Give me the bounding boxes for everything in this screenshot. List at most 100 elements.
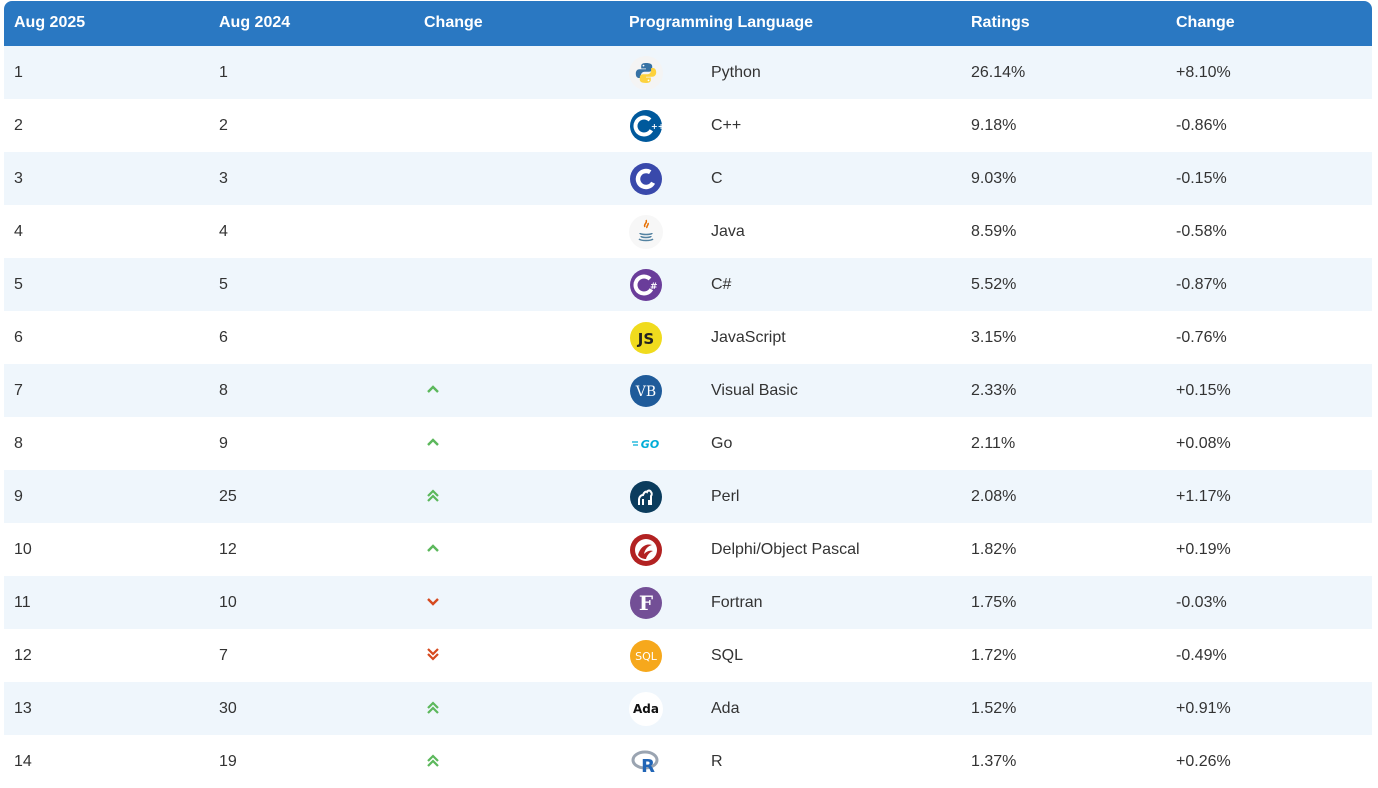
- table-row: 12 7 SQL SQL 1.72% -0.49%: [4, 629, 1372, 682]
- table-row: 10 12 Delphi/Object Pascal 1.82% +0.19%: [4, 523, 1372, 576]
- double-arrow-up-icon: [424, 486, 442, 504]
- table-row: 4 4 Java 8.59% -0.58%: [4, 205, 1372, 258]
- javascript-icon: JS: [629, 321, 663, 355]
- current-rank: 14: [14, 753, 32, 770]
- arrow-up-icon: [424, 539, 442, 557]
- rating-change: -0.76%: [1176, 329, 1227, 346]
- sql-icon: SQL: [629, 639, 663, 673]
- cpp-icon: ++: [629, 109, 664, 143]
- previous-rank: 8: [219, 382, 228, 399]
- language-name[interactable]: Delphi/Object Pascal: [711, 541, 860, 558]
- table-row: 14 19 R R 1.37% +0.26%: [4, 735, 1372, 788]
- header-rating-change[interactable]: Change: [1176, 14, 1235, 31]
- ada-icon: Ada: [629, 692, 663, 726]
- previous-rank: 3: [219, 170, 228, 187]
- header-rank-change[interactable]: Change: [424, 14, 483, 31]
- rating-value: 8.59%: [971, 223, 1017, 240]
- previous-rank: 30: [219, 700, 237, 717]
- rating-change: -0.86%: [1176, 117, 1227, 134]
- double-arrow-up-icon: [424, 751, 442, 769]
- header-previous-rank[interactable]: Aug 2024: [219, 14, 291, 31]
- table-row: 11 10 F Fortran 1.75% -0.03%: [4, 576, 1372, 629]
- rating-value: 9.18%: [971, 117, 1017, 134]
- header-language[interactable]: Programming Language: [629, 14, 814, 31]
- previous-rank: 5: [219, 276, 228, 293]
- double-arrow-up-icon: [424, 698, 442, 716]
- table-body: 1 1 Python 26.14% +8.10% 2 2 ++ C++ 9.18% -0.86% 3 3…: [4, 46, 1372, 788]
- rating-value: 2.33%: [971, 382, 1017, 399]
- rating-change: +8.10%: [1176, 64, 1231, 81]
- current-rank: 2: [14, 117, 23, 134]
- rating-value: 2.11%: [971, 435, 1016, 452]
- language-name[interactable]: C#: [711, 276, 732, 293]
- table-header: Aug 2025 Aug 2024 Change Programming Lan…: [4, 1, 1372, 46]
- svg-text:F: F: [639, 591, 653, 615]
- rating-value: 1.82%: [971, 541, 1017, 558]
- language-name[interactable]: Ada: [711, 700, 740, 717]
- rating-value: 1.75%: [971, 594, 1017, 611]
- csharp-icon: #: [629, 268, 663, 302]
- table-row: 9 25 Perl 2.08% +1.17%: [4, 470, 1372, 523]
- current-rank: 9: [14, 488, 23, 505]
- header-current-rank[interactable]: Aug 2025: [14, 14, 86, 31]
- rating-change: -0.03%: [1176, 594, 1227, 611]
- rating-change: -0.87%: [1176, 276, 1227, 293]
- current-rank: 13: [14, 700, 32, 717]
- table-row: 2 2 ++ C++ 9.18% -0.86%: [4, 99, 1372, 152]
- rating-change: +1.17%: [1176, 488, 1231, 505]
- rating-change: -0.58%: [1176, 223, 1227, 240]
- rating-change: -0.49%: [1176, 647, 1227, 664]
- language-name[interactable]: Go: [711, 435, 733, 452]
- rating-value: 3.15%: [971, 329, 1017, 346]
- table-row: 5 5 # C# 5.52% -0.87%: [4, 258, 1372, 311]
- language-name[interactable]: C: [711, 170, 723, 187]
- current-rank: 10: [14, 541, 32, 558]
- table-row: 1 1 Python 26.14% +8.10%: [4, 46, 1372, 99]
- previous-rank: 6: [219, 329, 228, 346]
- go-icon: GO: [629, 427, 663, 461]
- previous-rank: 2: [219, 117, 228, 134]
- rating-change: +0.19%: [1176, 541, 1231, 558]
- previous-rank: 25: [219, 488, 237, 505]
- svg-text:Ada: Ada: [633, 702, 659, 716]
- rating-value: 5.52%: [971, 276, 1017, 293]
- double-arrow-down-icon: [424, 645, 442, 663]
- table-row: 13 30 Ada Ada 1.52% +0.91%: [4, 682, 1372, 735]
- table-row: 8 9 GO Go 2.11% +0.08%: [4, 417, 1372, 470]
- header-ratings[interactable]: Ratings: [971, 14, 1030, 31]
- language-name[interactable]: Visual Basic: [711, 382, 798, 399]
- arrow-down-icon: [424, 592, 442, 610]
- rating-value: 1.37%: [971, 753, 1017, 770]
- r-icon: R: [629, 745, 663, 779]
- current-rank: 12: [14, 647, 32, 664]
- rating-value: 1.52%: [971, 700, 1017, 717]
- previous-rank: 19: [219, 753, 237, 770]
- language-name[interactable]: Perl: [711, 488, 740, 505]
- language-name[interactable]: Python: [711, 64, 761, 81]
- rating-value: 26.14%: [971, 64, 1026, 81]
- rating-change: -0.15%: [1176, 170, 1227, 187]
- previous-rank: 7: [219, 647, 228, 664]
- rating-change: +0.91%: [1176, 700, 1231, 717]
- language-name[interactable]: SQL: [711, 647, 744, 664]
- current-rank: 1: [14, 64, 23, 81]
- rating-change: +0.08%: [1176, 435, 1231, 452]
- current-rank: 5: [14, 276, 23, 293]
- rating-change: +0.15%: [1176, 382, 1231, 399]
- rating-value: 2.08%: [971, 488, 1017, 505]
- arrow-up-icon: [424, 380, 442, 398]
- language-name[interactable]: C++: [711, 117, 742, 134]
- visual-basic-icon: VB: [629, 374, 663, 408]
- language-name[interactable]: Java: [711, 223, 745, 240]
- language-name[interactable]: JavaScript: [711, 329, 786, 346]
- previous-rank: 12: [219, 541, 237, 558]
- language-name[interactable]: R: [711, 753, 723, 770]
- python-icon: [629, 56, 663, 90]
- language-name[interactable]: Fortran: [711, 594, 763, 611]
- java-icon: [629, 215, 663, 249]
- rating-value: 1.72%: [971, 647, 1017, 664]
- current-rank: 3: [14, 170, 23, 187]
- current-rank: 11: [14, 594, 31, 611]
- svg-text:R: R: [641, 756, 655, 777]
- current-rank: 8: [14, 435, 23, 452]
